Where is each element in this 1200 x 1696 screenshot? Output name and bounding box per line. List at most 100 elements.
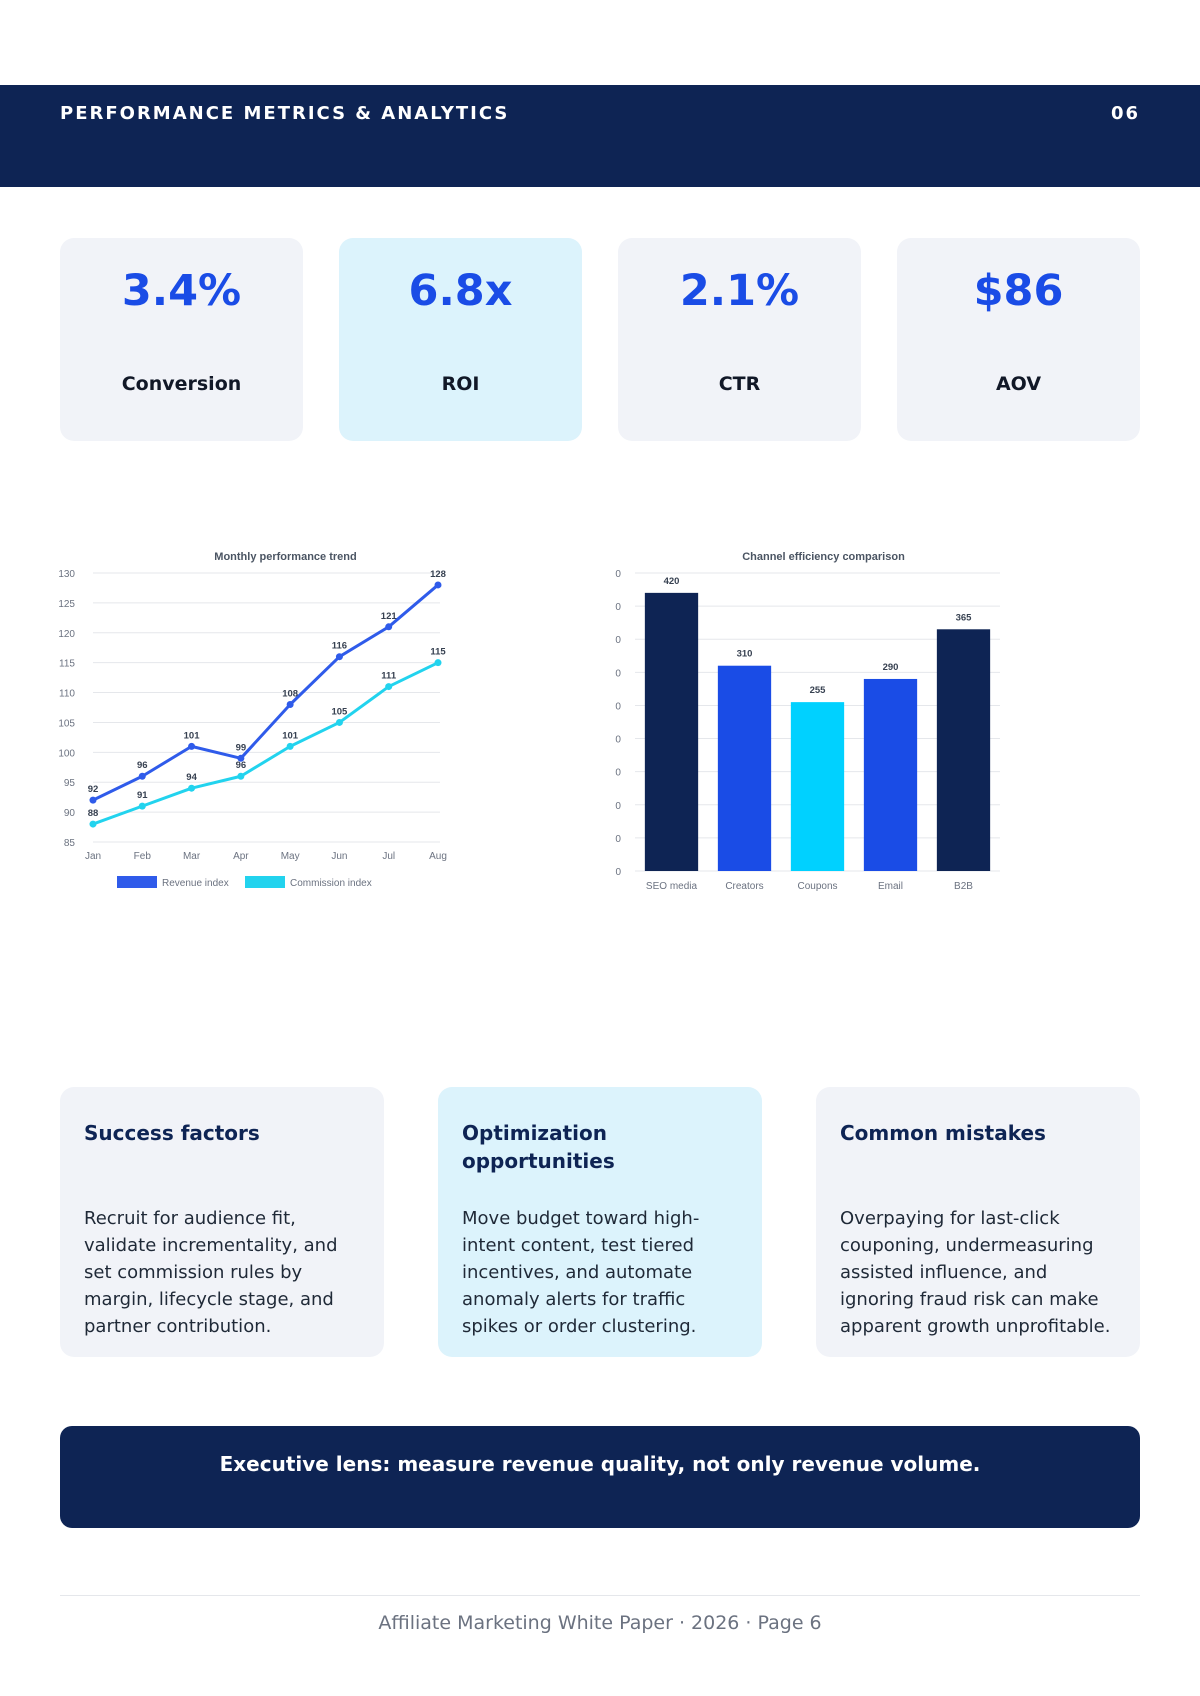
data-label: 365 xyxy=(956,612,973,623)
data-label: 101 xyxy=(282,730,299,741)
card-body: Overpaying for last-click couponing, und… xyxy=(840,1208,1111,1337)
card-success-factors: Success factors Recruit for audience fit… xyxy=(60,1087,384,1357)
data-label: 88 xyxy=(88,808,99,819)
card-optimization-opportunities: Optimization opportunities Move budget t… xyxy=(438,1087,762,1357)
kpi-value: 2.1% xyxy=(679,266,800,316)
page-number: 06 xyxy=(1110,103,1140,124)
y-tick-label: 95 xyxy=(64,778,76,789)
x-tick-label: Coupons xyxy=(797,881,837,892)
data-point xyxy=(286,742,294,750)
data-label: 94 xyxy=(186,772,197,783)
data-label: 91 xyxy=(137,790,148,801)
data-point xyxy=(385,683,393,691)
x-tick-label: May xyxy=(281,851,300,862)
x-tick-label: Feb xyxy=(134,851,152,862)
data-point xyxy=(138,802,146,810)
section-title: PERFORMANCE METRICS & ANALYTICS xyxy=(60,103,510,124)
data-label: 96 xyxy=(236,760,247,771)
y-tick-label: 110 xyxy=(59,689,75,700)
y-tick-label: 50 xyxy=(615,834,621,845)
data-point xyxy=(237,754,245,762)
card-title: Common mistakes xyxy=(840,1121,1046,1145)
kpi-value: 3.4% xyxy=(121,266,242,316)
series-line xyxy=(92,583,439,802)
chart-title: Monthly performance trend xyxy=(214,551,356,563)
kpi-value: 6.8x xyxy=(408,266,513,316)
bar-chart: Channel efficiency comparison 0 50 100 150 20… xyxy=(615,551,1000,892)
y-tick-label: 125 xyxy=(58,599,75,610)
x-tick-label: Creators xyxy=(725,881,763,892)
legend-label: Revenue index xyxy=(162,878,229,889)
data-point xyxy=(188,784,196,792)
kpi-label: ROI xyxy=(441,373,480,395)
data-label: 99 xyxy=(236,742,247,753)
data-label: 290 xyxy=(883,662,899,673)
kpi-card-conversion: 3.4% Conversion xyxy=(60,238,303,441)
data-point xyxy=(138,772,146,780)
line-chart-container: Monthly performance trend 85 90 95 100 105 110… xyxy=(55,545,465,900)
legend-swatch xyxy=(245,876,285,888)
data-point xyxy=(89,820,97,828)
y-tick-label: 200 xyxy=(615,735,621,746)
kpi-label: Conversion xyxy=(121,373,242,395)
data-label: 111 xyxy=(381,671,397,682)
y-tick-label: 450 xyxy=(615,569,621,580)
card-body: Recruit for audience fit, validate incre… xyxy=(84,1208,338,1337)
kpi-card-roi: 6.8x ROI xyxy=(339,238,582,441)
y-tick-label: 115 xyxy=(59,659,75,670)
y-tick-label: 100 xyxy=(58,748,75,759)
page-footer: Affiliate Marketing White Paper · 2026 ·… xyxy=(378,1612,822,1634)
card-title: Optimization opportunities xyxy=(462,1121,615,1173)
bar xyxy=(936,629,991,871)
x-tick-label: Email xyxy=(878,881,903,892)
card-title: Success factors xyxy=(84,1121,260,1145)
x-tick-label: Jun xyxy=(331,851,347,862)
kpi-card-ctr: 2.1% CTR xyxy=(618,238,861,441)
card-common-mistakes: Common mistakes Overpaying for last-clic… xyxy=(816,1087,1140,1357)
y-tick-label: 400 xyxy=(615,602,621,613)
data-point xyxy=(385,623,393,631)
data-point xyxy=(434,581,442,589)
x-tick-label: Apr xyxy=(233,851,249,862)
kpi-label: AOV xyxy=(995,373,1042,395)
executive-banner: Executive lens: measure revenue quality,… xyxy=(60,1426,1140,1528)
legend-label: Commission index xyxy=(290,878,372,889)
y-tick-label: 350 xyxy=(615,635,621,646)
series-line xyxy=(92,661,439,826)
bar-chart-container: Channel efficiency comparison 0 50 100 150 20… xyxy=(615,545,1015,900)
kpi-value: $86 xyxy=(973,266,1064,316)
y-tick-label: 0 xyxy=(615,867,621,878)
data-label: 92 xyxy=(88,784,99,795)
data-label: 115 xyxy=(430,647,446,658)
y-tick-label: 130 xyxy=(58,569,75,580)
line-chart: Monthly performance trend 85 90 95 100 105 110… xyxy=(58,551,447,889)
bar xyxy=(717,665,772,871)
data-label: 128 xyxy=(430,569,446,580)
bar xyxy=(644,592,699,871)
data-point xyxy=(434,659,442,667)
bar xyxy=(863,678,918,871)
kpi-label: CTR xyxy=(718,373,761,395)
y-tick-label: 120 xyxy=(58,629,75,640)
data-label: 101 xyxy=(184,730,201,741)
data-point xyxy=(335,718,343,726)
y-tick-label: 300 xyxy=(615,668,621,679)
data-label: 121 xyxy=(381,611,398,622)
data-point xyxy=(188,742,196,750)
chart-title: Channel efficiency comparison xyxy=(742,551,905,563)
data-label: 96 xyxy=(137,760,148,771)
y-tick-label: 85 xyxy=(64,838,76,849)
data-point xyxy=(237,772,245,780)
data-point xyxy=(335,653,343,661)
y-tick-label: 250 xyxy=(615,701,621,712)
x-tick-label: Mar xyxy=(183,851,201,862)
bar xyxy=(790,702,845,871)
x-tick-label: Jul xyxy=(382,851,395,862)
data-label: 116 xyxy=(332,641,347,652)
data-label: 105 xyxy=(331,706,348,717)
x-tick-label: B2B xyxy=(954,881,973,892)
footer-divider xyxy=(60,1595,1140,1596)
y-tick-label: 90 xyxy=(64,808,76,819)
data-label: 108 xyxy=(282,689,298,700)
page-header: PERFORMANCE METRICS & ANALYTICS 06 xyxy=(0,85,1200,187)
